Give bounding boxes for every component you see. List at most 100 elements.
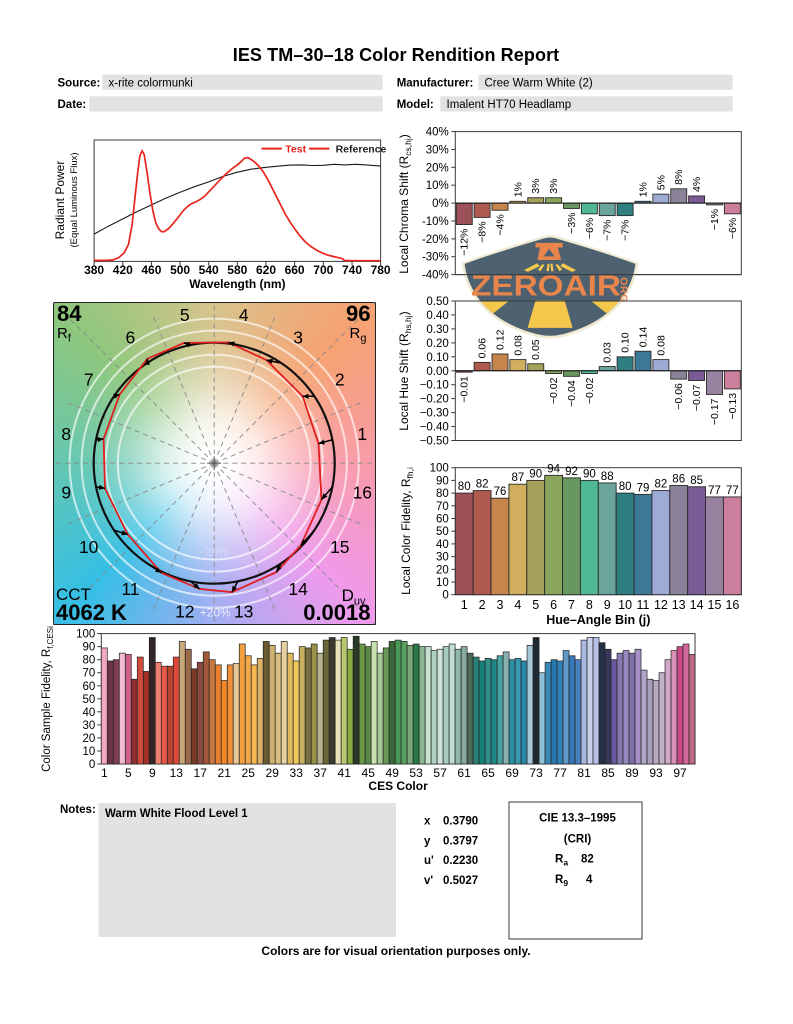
svg-text:3: 3 bbox=[293, 328, 303, 348]
svg-text:Source:: Source: bbox=[58, 77, 101, 89]
svg-text:0: 0 bbox=[442, 590, 448, 602]
svg-text:420: 420 bbox=[113, 263, 133, 277]
svg-text:4: 4 bbox=[514, 598, 521, 612]
svg-text:86: 86 bbox=[672, 474, 685, 486]
svg-text:Local Color Fidelity, Rfh,i: Local Color Fidelity, Rfh,i bbox=[399, 467, 415, 595]
svg-text:100: 100 bbox=[76, 629, 95, 641]
svg-text:11: 11 bbox=[121, 579, 139, 599]
svg-text:460: 460 bbox=[141, 263, 161, 277]
svg-text:Cree Warm White (2): Cree Warm White (2) bbox=[485, 77, 593, 89]
svg-text:+20%: +20% bbox=[200, 606, 231, 620]
svg-text:0: 0 bbox=[89, 759, 95, 771]
svg-text:Test: Test bbox=[285, 143, 306, 155]
svg-text:Local Hue Shift (Rhs,hj): Local Hue Shift (Rhs,hj) bbox=[397, 311, 413, 430]
svg-text:41: 41 bbox=[338, 766, 352, 780]
svg-text:5: 5 bbox=[532, 598, 539, 612]
svg-text:9: 9 bbox=[604, 598, 611, 612]
svg-text:0.5027: 0.5027 bbox=[443, 875, 478, 887]
svg-text:0.30: 0.30 bbox=[426, 324, 448, 336]
svg-text:1%: 1% bbox=[638, 182, 650, 197]
svg-text:79: 79 bbox=[637, 482, 650, 494]
svg-text:73: 73 bbox=[529, 766, 543, 780]
svg-text:12: 12 bbox=[654, 598, 668, 612]
svg-text:61: 61 bbox=[457, 766, 471, 780]
svg-text:94: 94 bbox=[547, 463, 560, 475]
svg-text:620: 620 bbox=[256, 263, 276, 277]
svg-text:CIE 13.3–1995: CIE 13.3–1995 bbox=[539, 813, 616, 825]
svg-text:−0.07: −0.07 bbox=[691, 384, 703, 411]
svg-text:ZEROAIR: ZEROAIR bbox=[471, 271, 621, 303]
svg-text:0.20: 0.20 bbox=[426, 338, 448, 350]
svg-text:4%: 4% bbox=[691, 177, 703, 192]
svg-text:40: 40 bbox=[436, 539, 449, 551]
svg-text:25: 25 bbox=[242, 766, 256, 780]
svg-text:80: 80 bbox=[436, 488, 449, 500]
svg-text:Wavelength (nm): Wavelength (nm) bbox=[189, 277, 285, 291]
svg-text:−7%: −7% bbox=[620, 220, 632, 241]
svg-text:80: 80 bbox=[458, 481, 471, 493]
svg-text:33: 33 bbox=[290, 766, 304, 780]
svg-text:77: 77 bbox=[708, 485, 721, 497]
svg-text:4: 4 bbox=[239, 305, 249, 325]
svg-text:660: 660 bbox=[285, 263, 305, 277]
svg-text:14: 14 bbox=[288, 579, 308, 599]
svg-text:82: 82 bbox=[655, 479, 668, 491]
svg-text:13: 13 bbox=[170, 766, 184, 780]
svg-text:u': u' bbox=[424, 855, 434, 867]
svg-text:x-rite colormunki: x-rite colormunki bbox=[109, 77, 193, 89]
svg-text:0.12: 0.12 bbox=[495, 329, 507, 350]
svg-text:80: 80 bbox=[83, 655, 96, 667]
svg-text:−12%: −12% bbox=[459, 229, 471, 256]
svg-text:Reference: Reference bbox=[336, 143, 387, 155]
svg-text:0.08: 0.08 bbox=[655, 335, 667, 356]
svg-text:740: 740 bbox=[342, 263, 362, 277]
svg-text:3: 3 bbox=[497, 598, 504, 612]
svg-text:11: 11 bbox=[637, 598, 650, 612]
svg-text:R9: R9 bbox=[555, 874, 568, 888]
svg-text:76: 76 bbox=[494, 486, 507, 498]
svg-text:3%: 3% bbox=[548, 179, 560, 194]
svg-text:v': v' bbox=[424, 875, 433, 887]
svg-text:Rf: Rf bbox=[57, 325, 72, 345]
svg-text:Radiant Power: Radiant Power bbox=[53, 161, 67, 240]
svg-text:85: 85 bbox=[690, 475, 703, 487]
svg-text:5: 5 bbox=[180, 305, 190, 325]
svg-text:90: 90 bbox=[436, 475, 449, 487]
svg-text:13: 13 bbox=[672, 598, 686, 612]
svg-text:1: 1 bbox=[101, 766, 108, 780]
svg-text:77: 77 bbox=[726, 485, 739, 497]
svg-text:40%: 40% bbox=[426, 127, 449, 139]
svg-text:0.06: 0.06 bbox=[477, 338, 489, 359]
svg-text:−0.02: −0.02 bbox=[548, 377, 560, 404]
svg-text:50: 50 bbox=[436, 526, 449, 538]
svg-text:85: 85 bbox=[601, 766, 615, 780]
svg-text:−0.10: −0.10 bbox=[420, 380, 449, 392]
svg-text:500: 500 bbox=[170, 263, 190, 277]
svg-text:0.2230: 0.2230 bbox=[443, 855, 478, 867]
svg-text:77: 77 bbox=[553, 766, 567, 780]
svg-text:-20%: -20% bbox=[422, 234, 449, 246]
svg-text:380: 380 bbox=[84, 263, 104, 277]
svg-text:80: 80 bbox=[619, 481, 632, 493]
svg-text:10: 10 bbox=[83, 746, 96, 758]
svg-text:45: 45 bbox=[362, 766, 376, 780]
svg-text:81: 81 bbox=[577, 766, 591, 780]
svg-text:-10%: -10% bbox=[422, 216, 449, 228]
svg-text:700: 700 bbox=[313, 263, 333, 277]
svg-text:0.3790: 0.3790 bbox=[443, 816, 478, 828]
svg-text:−7%: −7% bbox=[602, 220, 614, 241]
svg-text:0.14: 0.14 bbox=[638, 327, 650, 348]
svg-text:6: 6 bbox=[126, 328, 136, 348]
svg-text:5%: 5% bbox=[655, 175, 667, 190]
svg-text:0.03: 0.03 bbox=[602, 342, 614, 363]
svg-text:97: 97 bbox=[673, 766, 687, 780]
svg-text:17: 17 bbox=[194, 766, 208, 780]
svg-text:−0.01: −0.01 bbox=[459, 376, 471, 403]
svg-text:0.40: 0.40 bbox=[426, 310, 448, 322]
svg-text:93: 93 bbox=[649, 766, 663, 780]
svg-text:−3%: −3% bbox=[566, 213, 578, 234]
svg-text:96: 96 bbox=[346, 301, 370, 326]
svg-text:8%: 8% bbox=[673, 170, 685, 185]
svg-text:10%: 10% bbox=[426, 180, 449, 192]
svg-text:8: 8 bbox=[586, 598, 593, 612]
